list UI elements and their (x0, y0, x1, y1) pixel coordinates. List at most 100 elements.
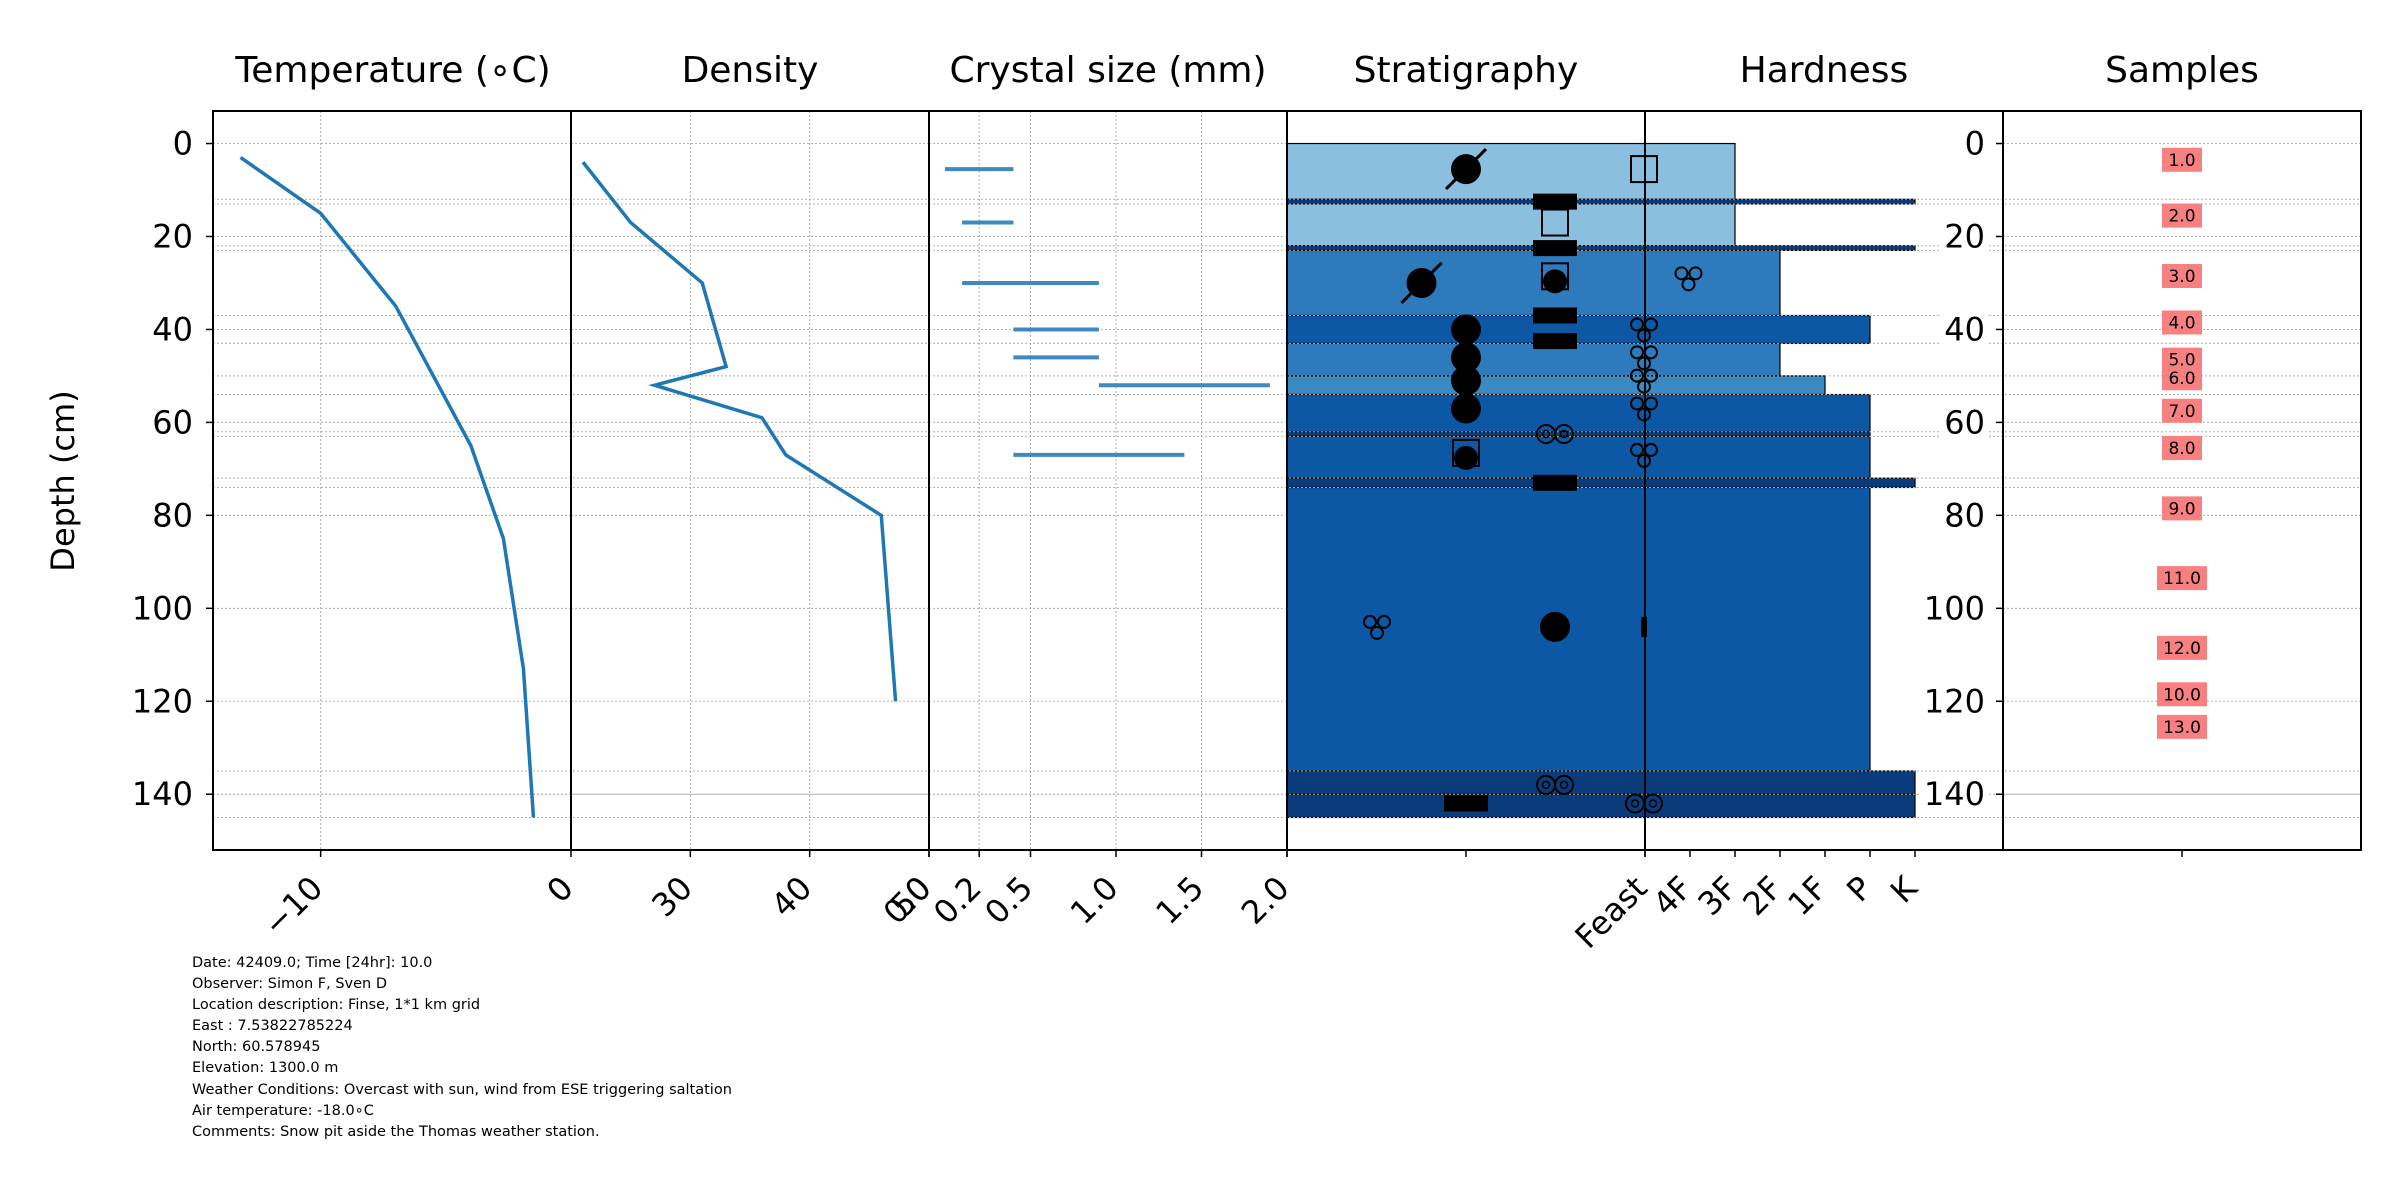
sample-label-5: 5.0 (2168, 351, 2195, 371)
strat-symbol-dot-13-dot (1451, 342, 1481, 373)
strat-symbol-dot-15 (1451, 365, 1481, 396)
metadata-line-4: East : 7.53822785224 (192, 1018, 353, 1035)
sample-label-bg-1 (2162, 147, 2202, 172)
panel-title-2: Density (682, 50, 819, 91)
panel-title-1: Temperature (∘C) (234, 50, 550, 91)
hardness-bar-13 (1644, 486, 1871, 772)
strat-symbol-square-dot-20-dot (1454, 445, 1478, 470)
metadata-line-8: Air temperature: -18.0∘C (192, 1102, 374, 1119)
y-tick-label-60: 60 (152, 403, 193, 441)
strat-symbol-trefoil-18-c1 (1630, 396, 1644, 411)
strat-symbol-dot-slash-1 (1444, 148, 1488, 191)
hardness-tick-label-1F: 1F (1780, 869, 1834, 923)
right-y-label-bg-20 (1941, 220, 1987, 253)
hardness-bar-7 (1644, 342, 1781, 377)
strat-layer-3 (1286, 203, 1646, 247)
y-axis-label: Depth (cm) (44, 390, 82, 571)
hardness-bar-11 (1644, 435, 1871, 479)
strat-symbol-double-ring-26-c2 (1554, 774, 1574, 795)
hardness-bar-4 (1644, 245, 1916, 252)
strat-symbol-dot-24 (1540, 611, 1570, 642)
strat-symbol-square-4 (1541, 208, 1569, 237)
strat-symbol-bar-12 (1533, 333, 1577, 350)
crystal-tick-label-1: 1.0 (1063, 869, 1126, 932)
strat-symbol-square-dot-7-dot (1543, 269, 1567, 294)
temp-tick-label-0-edge: 0 (539, 869, 580, 910)
strat-symbol-bar-27-bar (1444, 795, 1488, 812)
strat-symbol-bar-9-bar (1533, 307, 1577, 324)
strat-layer-4 (1286, 245, 1646, 252)
metadata-line-2: Observer: Simon F, Sven D (192, 976, 388, 993)
strat-symbol-square-dot-20 (1452, 438, 1480, 470)
right-y-tick-label-0: 0 (1965, 125, 1985, 163)
panel-title-3: Crystal size (mm) (949, 50, 1266, 91)
metadata-line-5: North: 60.578945 (192, 1039, 321, 1056)
strat-layer-13 (1286, 486, 1646, 772)
strat-symbol-double-ring-19-c4 (1559, 429, 1569, 439)
axes-layer (206, 110, 2362, 857)
right-y-tick-label-80: 80 (1944, 496, 1985, 534)
strat-symbol-trefoil-8-c3 (1681, 277, 1696, 292)
hardness-bar-5 (1644, 249, 1781, 317)
panel-title-4: Stratigraphy (1354, 50, 1579, 91)
metadata-line-9: Comments: Snow pit aside the Thomas weat… (192, 1123, 600, 1140)
strat-symbol-dot-slash-6-slash (1400, 261, 1443, 305)
y-tick-label-120: 120 (132, 682, 193, 720)
strat-symbol-double-ring-26 (1536, 774, 1574, 795)
sample-label-2: 2.0 (2168, 207, 2195, 227)
strat-symbol-double-ring-28-c4 (1648, 799, 1658, 808)
hardness-tick-label-K: K (1883, 868, 1925, 910)
strat-symbol-dot-17 (1451, 393, 1481, 424)
y-tick-label-80: 80 (152, 496, 193, 534)
sample-label-bg-2 (2162, 203, 2202, 228)
strat-symbol-dot-24-dot (1540, 611, 1570, 642)
hardness-bar-12 (1644, 477, 1916, 489)
strat-symbol-bar-22 (1533, 474, 1577, 491)
sample-label-bg-7 (2162, 398, 2202, 423)
sample-label-bg-6 (2162, 366, 2202, 391)
panel-frame-2 (570, 110, 930, 851)
density-tick-label-30: 30 (644, 869, 700, 925)
strat-symbol-dot-slash-1-slash (1444, 148, 1488, 191)
hardness-bar-9 (1644, 393, 1871, 433)
right-y-tick-label-100: 100 (1924, 589, 1985, 627)
temperature-series-line (239, 156, 536, 818)
right-y-label-bg-140 (1921, 778, 1987, 811)
strat-symbol-bar-3 (1533, 193, 1577, 210)
strat-symbol-bar-9 (1533, 307, 1577, 324)
sample-label-4: 4.0 (2168, 313, 2195, 333)
right-y-tick-label-120: 120 (1924, 682, 1985, 720)
observation-metadata: Date: 42409.0; Time [24hr]: 10.0 Observer… (192, 953, 732, 1143)
crystal-tick-label-1.5: 1.5 (1148, 869, 1211, 932)
right-y-tick-label-20: 20 (1944, 217, 1985, 255)
sample-label-bg-4 (2162, 310, 2202, 335)
strat-symbol-trefoil-23-c1 (1363, 614, 1377, 629)
strat-layer-14 (1286, 770, 1646, 795)
strat-layer-12 (1286, 477, 1646, 489)
sample-label-12: 10.0 (2163, 685, 2201, 705)
sample-label-bg-9 (2162, 496, 2202, 521)
sample-label-bg-12 (2157, 682, 2207, 707)
y-tick-label-0: 0 (173, 125, 193, 163)
strat-symbol-double-ring-26-c3 (1541, 780, 1551, 790)
strat-symbol-trefoil-8 (1674, 266, 1703, 292)
strat-layer-10 (1286, 431, 1646, 437)
strat-symbol-dot-10-dot (1451, 314, 1481, 345)
hardness-bar-3 (1644, 203, 1736, 247)
right-y-label-bg-0 (1961, 127, 1987, 160)
strat-symbol-bar-5-bar (1533, 240, 1577, 257)
sample-label-1: 1.0 (2168, 151, 2195, 171)
hardness-bar-2 (1644, 198, 1916, 205)
strat-symbol-bar-27 (1444, 795, 1488, 812)
y-tick-label-20: 20 (152, 217, 193, 255)
sample-label-bg-3 (2162, 263, 2202, 288)
sample-label-bg-10 (2157, 566, 2207, 591)
y-tick-label-100: 100 (132, 589, 193, 627)
crystal-tick-label-2: 2.0 (1234, 869, 1297, 932)
sample-label-13: 13.0 (2163, 718, 2201, 738)
hardness-bar-10 (1644, 431, 1871, 437)
sample-label-3: 3.0 (2168, 267, 2195, 287)
sample-label-10: 11.0 (2163, 569, 2201, 589)
density-series-line (581, 161, 898, 702)
